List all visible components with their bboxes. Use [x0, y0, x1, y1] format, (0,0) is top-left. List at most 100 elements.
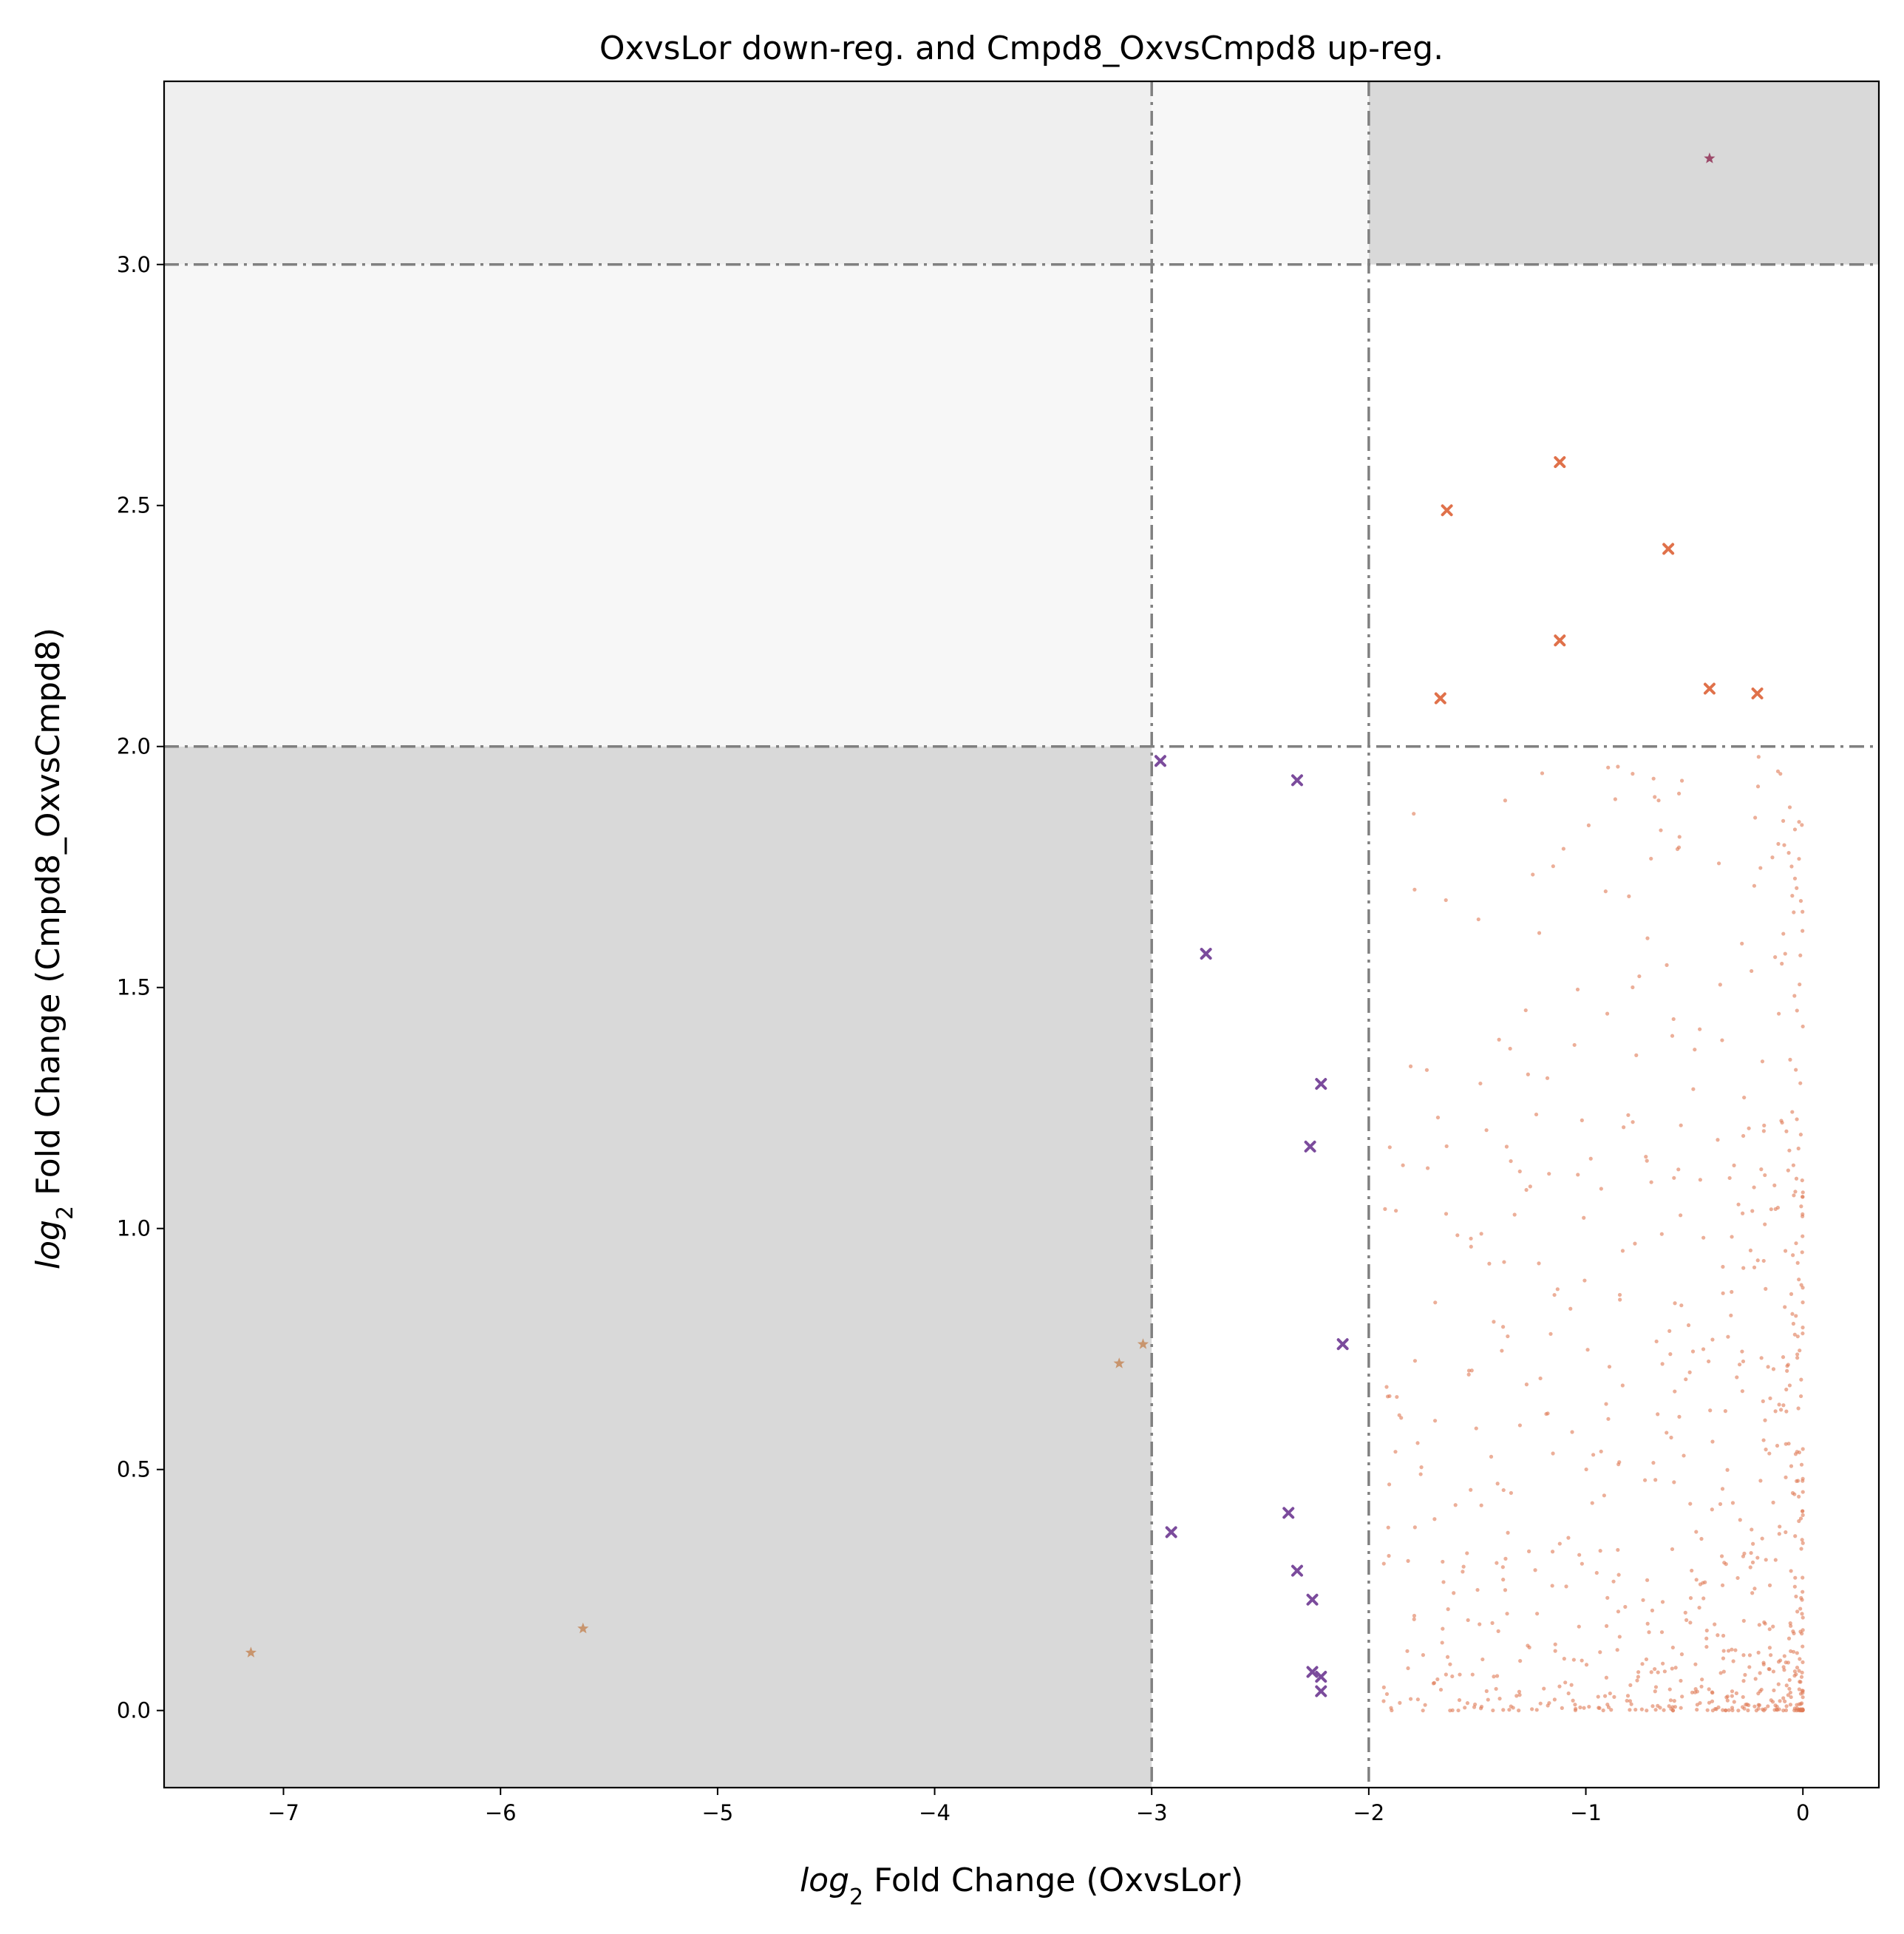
data-point: [1781, 1355, 1786, 1360]
data-point: [1730, 1706, 1735, 1710]
data-point: [1662, 543, 1675, 555]
data-point: [1679, 1123, 1683, 1127]
data-point: [1738, 1518, 1742, 1522]
data-point: [1797, 1519, 1801, 1524]
data-point: [1580, 1118, 1584, 1122]
data-point: [1538, 1701, 1543, 1706]
data-point: [1524, 1187, 1529, 1192]
data-point: [1747, 1653, 1752, 1658]
data-point: [1801, 1615, 1805, 1620]
data-point: [1750, 1591, 1755, 1595]
data-point: [1725, 1694, 1730, 1699]
x-axis-ticks: −7 −6 −5 −4 −3 −2 −1 0: [268, 1788, 1809, 1825]
data-point: [1669, 1435, 1673, 1440]
data-point: [1435, 1115, 1441, 1120]
data-point: [1679, 1303, 1684, 1308]
data-point: [1770, 855, 1775, 860]
data-point: [1537, 1261, 1541, 1266]
data-point: [1698, 1027, 1702, 1031]
data-point: [1597, 1706, 1602, 1710]
data-point: [1677, 1414, 1682, 1419]
data-point: [1676, 1167, 1681, 1172]
data-point: [1714, 1707, 1718, 1711]
data-point: [1793, 1190, 1798, 1194]
data-point: [1649, 856, 1653, 861]
data-point: [1616, 1547, 1620, 1553]
data-point: [1794, 1314, 1798, 1318]
data-point: [1801, 1331, 1805, 1336]
data-point: [1555, 1287, 1560, 1292]
data-point: [1772, 1183, 1777, 1187]
x-tick-label: −7: [268, 1800, 299, 1825]
data-point: [1397, 1413, 1401, 1417]
data-point: [1801, 1513, 1805, 1517]
data-point: [1799, 1204, 1803, 1209]
data-point: [1741, 1653, 1746, 1658]
data-point: [1490, 1621, 1495, 1625]
data-point: [1700, 1677, 1704, 1682]
data-point: [1445, 1655, 1450, 1659]
data-point: [1759, 1167, 1764, 1172]
data-point: [1505, 1612, 1509, 1616]
data-point: [1760, 1059, 1765, 1064]
data-point: [1795, 1261, 1800, 1265]
data-point: [1552, 1697, 1557, 1702]
data-point: [1584, 1663, 1589, 1667]
x-tick-label: −6: [485, 1800, 517, 1825]
data-point: [1761, 1399, 1765, 1403]
data-point: [1435, 1677, 1440, 1682]
data-point: [1676, 791, 1682, 796]
data-point: [1629, 1702, 1633, 1706]
data-point: [1726, 1334, 1730, 1339]
data-point: [1683, 1610, 1687, 1615]
data-point: [1782, 1668, 1786, 1672]
data-point: [1495, 1561, 1499, 1565]
data-point: [1649, 1180, 1653, 1184]
data-point: [1577, 1624, 1581, 1629]
data-point: [1617, 1635, 1622, 1639]
data-point: [1791, 1163, 1796, 1167]
data-point: [1741, 1359, 1746, 1364]
data-point: [1707, 1359, 1711, 1364]
data-point: [1602, 1694, 1608, 1698]
data-point: [1787, 805, 1792, 810]
data-point: [1801, 1691, 1805, 1695]
data-point: [1200, 948, 1212, 960]
data-point: [1531, 872, 1535, 877]
data-point: [1472, 1705, 1477, 1709]
data-point: [1801, 1695, 1805, 1700]
data-point: [1306, 1593, 1319, 1606]
data-point: [1554, 456, 1566, 469]
data-point: [1800, 1612, 1804, 1616]
data-point: [1792, 994, 1797, 998]
data-point: [1788, 1690, 1792, 1695]
data-point: [1766, 1365, 1770, 1369]
data-point: [1787, 1383, 1792, 1388]
data-point: [1790, 1312, 1795, 1316]
data-point: [1620, 1383, 1625, 1388]
data-point: [1444, 1672, 1448, 1677]
data-point: [1704, 1636, 1709, 1640]
data-point: [1798, 1348, 1802, 1353]
data-point: [1773, 1703, 1778, 1708]
data-point: [1165, 1526, 1177, 1538]
data-point: [1716, 1138, 1720, 1142]
data-point: [1707, 1687, 1711, 1692]
data-point: [1741, 1679, 1746, 1683]
data-point: [1554, 634, 1566, 647]
data-point: [1781, 818, 1786, 823]
data-point: [1282, 1507, 1295, 1519]
data-point: [1741, 1133, 1746, 1139]
data-point: [1476, 917, 1480, 922]
data-point: [1474, 1426, 1478, 1431]
data-point: [1617, 1460, 1622, 1465]
data-point: [1786, 851, 1791, 855]
data-point: [1801, 1575, 1805, 1580]
data-point: [1748, 1565, 1752, 1570]
data-point: [1500, 1348, 1504, 1353]
data-point: [1645, 1621, 1650, 1626]
data-point: [1795, 1356, 1800, 1360]
data-point: [1798, 1606, 1803, 1611]
data-point: [1727, 1175, 1732, 1181]
data-point: [1699, 1684, 1704, 1689]
